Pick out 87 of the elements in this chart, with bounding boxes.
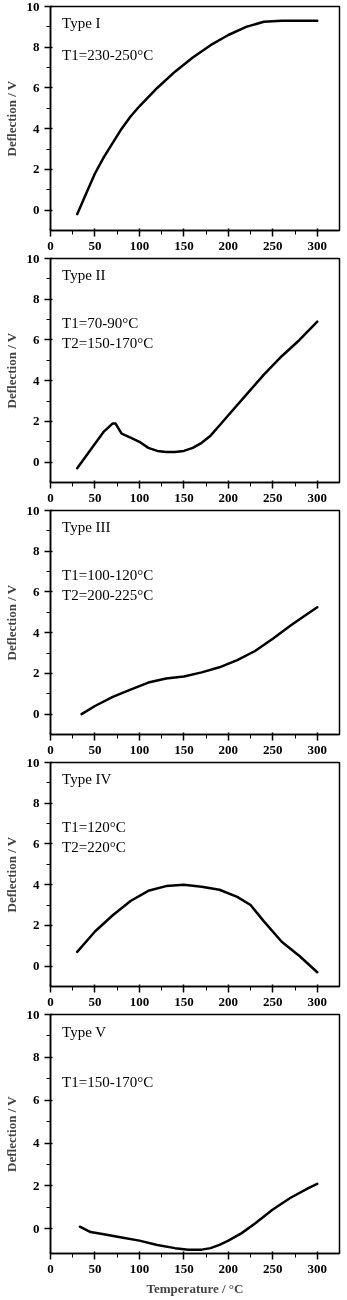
x-tick-label: 50: [88, 237, 102, 253]
x-tick-label: 250: [263, 1260, 283, 1276]
x-tick-label: 200: [218, 489, 239, 505]
x-tick-label: 0: [47, 489, 54, 505]
y-axis-title: Deflection / V: [3, 80, 19, 157]
y-tick-label: 6: [33, 583, 40, 599]
y-axis-title: Deflection / V: [3, 1095, 19, 1172]
annotation: T2=150-170°C: [62, 334, 154, 351]
y-tick-label: 6: [33, 331, 40, 347]
x-tick-label: 250: [263, 489, 283, 505]
y-tick-label: 6: [33, 835, 40, 851]
annotation: Type IV: [62, 771, 112, 788]
annotation: Type V: [62, 1024, 107, 1041]
x-tick-label: 300: [307, 237, 328, 253]
x-tick-label: 150: [174, 993, 194, 1009]
y-tick-label: 10: [26, 250, 40, 266]
x-tick-label: 0: [47, 993, 54, 1009]
x-tick-label: 50: [88, 741, 102, 757]
x-tick-label: 100: [129, 489, 150, 505]
y-tick-label: 0: [33, 1220, 40, 1236]
x-tick-label: 100: [129, 993, 150, 1009]
x-tick-label: 200: [218, 237, 239, 253]
x-tick-label: 250: [263, 237, 283, 253]
line-series: [78, 1182, 319, 1251]
x-tick-label: 100: [129, 1260, 150, 1276]
x-tick-label: 300: [307, 993, 328, 1009]
annotation: T1=150-170°C: [62, 1074, 154, 1091]
y-tick-label: 4: [33, 624, 40, 640]
y-tick-label: 4: [33, 1135, 40, 1151]
annotation: T1=230-250°C: [62, 46, 154, 63]
y-axis-title: Deflection / V: [3, 584, 19, 661]
y-tick-label: 10: [26, 1006, 40, 1022]
x-tick-label: 250: [263, 741, 283, 757]
y-tick-label: 0: [33, 454, 40, 470]
y-tick-label: 8: [33, 1049, 40, 1065]
annotation: Type II: [62, 267, 106, 284]
annotation: T2=220°C: [62, 838, 126, 855]
x-tick-label: 300: [307, 741, 328, 757]
y-tick-label: 10: [26, 502, 40, 518]
x-tick-label: 200: [218, 741, 239, 757]
annotation: T2=200-225°C: [62, 586, 154, 603]
y-tick-label: 4: [33, 120, 40, 136]
x-tick-label: 150: [174, 741, 194, 757]
y-tick-label: 2: [33, 413, 40, 429]
y-tick-label: 0: [33, 958, 40, 974]
x-tick-label: 50: [88, 993, 102, 1009]
y-axis-title: Deflection / V: [3, 332, 19, 409]
x-tick-label: 100: [129, 237, 150, 253]
x-tick-label: 200: [218, 993, 239, 1009]
x-tick-label: 0: [47, 1260, 54, 1276]
annotation: Type I: [62, 15, 101, 32]
x-axis-title: Temperature / °C: [146, 1280, 244, 1296]
x-tick-label: 300: [307, 1260, 328, 1276]
x-tick-label: 100: [129, 741, 150, 757]
y-tick-label: 10: [26, 0, 40, 14]
y-tick-label: 2: [33, 161, 40, 177]
x-tick-label: 150: [174, 489, 194, 505]
y-axis-title: Deflection / V: [3, 836, 19, 913]
line-series: [80, 605, 319, 716]
line-series: [75, 883, 319, 974]
annotation: T1=100-120°C: [62, 566, 154, 583]
y-tick-label: 10: [26, 754, 40, 770]
annotation: Type III: [62, 519, 111, 536]
y-tick-label: 8: [33, 795, 40, 811]
y-tick-label: 6: [33, 1092, 40, 1108]
y-tick-label: 8: [33, 291, 40, 307]
x-tick-label: 150: [174, 1260, 194, 1276]
y-tick-label: 4: [33, 876, 40, 892]
y-tick-label: 2: [33, 665, 40, 681]
y-tick-label: 2: [33, 1177, 40, 1193]
y-tick-label: 4: [33, 372, 40, 388]
y-tick-label: 8: [33, 543, 40, 559]
x-tick-label: 0: [47, 237, 54, 253]
x-tick-label: 150: [174, 237, 194, 253]
y-tick-label: 2: [33, 917, 40, 933]
y-tick-label: 0: [33, 202, 40, 218]
annotation: T1=120°C: [62, 818, 126, 835]
annotation: T1=70-90°C: [62, 314, 139, 331]
x-tick-label: 250: [263, 993, 283, 1009]
x-tick-label: 50: [88, 1260, 102, 1276]
y-tick-label: 8: [33, 39, 40, 55]
y-tick-label: 0: [33, 706, 40, 722]
y-tick-label: 6: [33, 79, 40, 95]
x-tick-label: 200: [218, 1260, 239, 1276]
x-tick-label: 0: [47, 741, 54, 757]
x-tick-label: 50: [88, 489, 102, 505]
x-tick-label: 300: [307, 489, 328, 505]
